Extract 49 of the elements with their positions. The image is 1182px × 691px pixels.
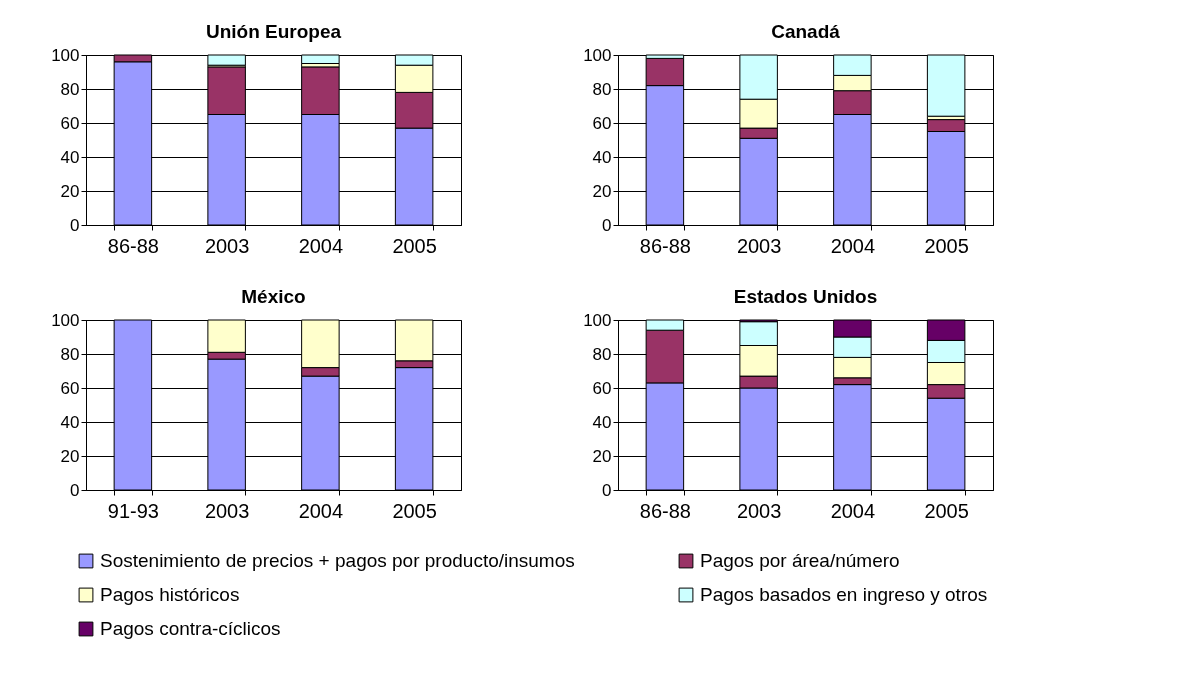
y-tick-label: 100 [583, 45, 612, 65]
y-tick-label: 0 [70, 215, 80, 235]
y-tick-label: 20 [60, 446, 80, 466]
x-tick-label: 86-88 [639, 499, 691, 522]
y-tick-label: 0 [602, 215, 612, 235]
x-tick-label: 2004 [298, 499, 344, 522]
chart-title: Estados Unidos [733, 286, 878, 307]
x-tick-label: 86-88 [107, 234, 159, 257]
legend-label: Pagos históricos [100, 584, 240, 605]
x-tick-label: 2005 [924, 234, 969, 257]
y-tick-label: 60 [60, 113, 80, 133]
y-tick-label: 0 [602, 480, 612, 500]
y-tick-label: 0 [70, 480, 80, 500]
x-tick-label: 2004 [830, 499, 876, 522]
x-tick-label: 2005 [392, 499, 437, 522]
y-tick-label: 100 [51, 45, 80, 65]
y-tick-label: 80 [60, 344, 80, 364]
x-tick-label: 2003 [736, 499, 782, 522]
y-tick-label: 60 [60, 378, 80, 398]
y-tick-label: 80 [592, 79, 612, 99]
x-tick-label: 2004 [298, 234, 344, 257]
x-tick-label: 2003 [204, 234, 250, 257]
y-tick-label: 60 [592, 378, 612, 398]
legend-label: Pagos por área/número [700, 550, 900, 571]
y-tick-label: 40 [592, 412, 612, 432]
y-tick-label: 100 [51, 310, 80, 330]
chart-title: Canadá [771, 21, 841, 42]
legend-label: Pagos basados en ingreso y otros [700, 584, 988, 605]
y-tick-label: 20 [592, 181, 612, 201]
chart-title: México [241, 286, 306, 307]
legend-label: Sostenimiento de precios + pagos por producto/insumos [100, 550, 575, 571]
y-tick-label: 40 [592, 147, 612, 167]
x-tick-label: 91-93 [107, 499, 159, 522]
y-tick-label: 20 [60, 181, 80, 201]
x-tick-label: 2005 [924, 499, 969, 522]
chart-title: Unión Europea [205, 21, 342, 42]
y-tick-label: 20 [592, 446, 612, 466]
x-tick-label: 2005 [392, 234, 437, 257]
y-tick-label: 60 [592, 113, 612, 133]
x-tick-label: 86-88 [639, 234, 691, 257]
x-tick-label: 2003 [204, 499, 250, 522]
y-tick-label: 40 [60, 412, 80, 432]
y-tick-label: 40 [60, 147, 80, 167]
legend-label: Pagos contra-cíclicos [100, 618, 281, 639]
x-tick-label: 2003 [736, 234, 782, 257]
x-tick-label: 2004 [830, 234, 876, 257]
y-tick-label: 80 [60, 79, 80, 99]
y-tick-label: 80 [592, 344, 612, 364]
y-tick-label: 100 [583, 310, 612, 330]
